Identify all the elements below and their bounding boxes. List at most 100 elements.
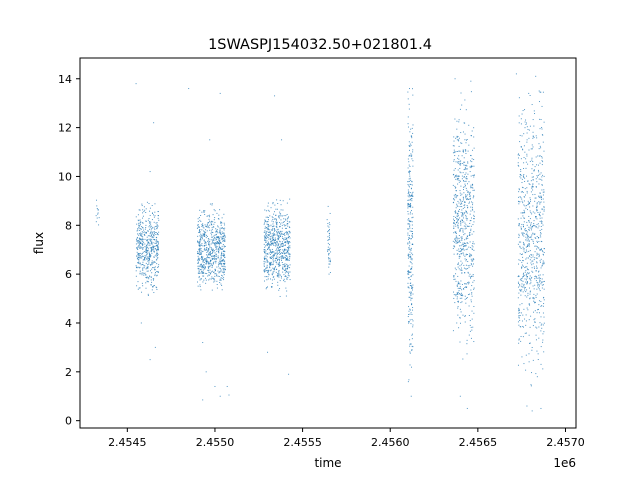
data-point (460, 160, 462, 162)
data-point (139, 225, 141, 227)
data-point (459, 171, 461, 173)
data-point (139, 229, 141, 231)
data-point (204, 235, 205, 237)
data-point (535, 339, 537, 341)
data-point (274, 239, 276, 241)
data-point (327, 246, 329, 248)
data-point (220, 269, 222, 271)
data-point (541, 176, 543, 178)
data-point (518, 309, 520, 311)
data-point (410, 297, 412, 299)
data-point (285, 252, 287, 254)
data-point (467, 271, 469, 273)
data-point (411, 213, 413, 215)
data-point (455, 231, 457, 233)
data-point (454, 199, 456, 201)
data-point (542, 341, 544, 343)
data-point (457, 241, 459, 243)
data-point (517, 276, 519, 278)
data-point (469, 253, 471, 255)
data-point (535, 226, 537, 228)
data-point (543, 261, 545, 263)
data-point (198, 226, 200, 228)
data-point (286, 241, 288, 243)
data-point (288, 373, 290, 375)
data-point (203, 259, 205, 261)
data-point (149, 359, 151, 361)
data-point (453, 218, 455, 220)
data-point (264, 269, 266, 271)
data-point (217, 275, 219, 277)
data-point (152, 231, 154, 233)
data-point (456, 195, 458, 197)
data-point (137, 214, 139, 216)
data-point (457, 287, 459, 289)
data-point (468, 334, 470, 336)
data-point (275, 226, 277, 228)
data-point (223, 250, 225, 252)
data-point (139, 252, 141, 254)
data-point (284, 225, 286, 227)
data-point (468, 181, 470, 183)
data-point (266, 287, 268, 289)
data-point (153, 256, 155, 258)
data-point (454, 78, 456, 80)
data-point (411, 263, 413, 265)
data-point (539, 128, 541, 130)
data-point (138, 253, 140, 255)
data-point (540, 233, 542, 235)
data-point (541, 287, 543, 289)
data-point (198, 231, 200, 233)
data-point (152, 247, 154, 249)
data-point (409, 251, 411, 253)
data-point (280, 235, 282, 237)
data-point (271, 252, 273, 254)
data-point (329, 261, 331, 263)
data-point (540, 197, 542, 199)
data-point (458, 140, 460, 142)
data-point (282, 268, 284, 270)
data-point (139, 262, 141, 264)
data-point (208, 253, 210, 255)
data-point (471, 329, 473, 331)
data-point (408, 185, 410, 187)
data-point (453, 220, 455, 221)
data-point (151, 268, 153, 270)
data-point (465, 268, 467, 270)
data-point (275, 221, 277, 223)
data-point (518, 203, 520, 205)
data-point (456, 217, 458, 219)
y-axis-label: flux (32, 232, 46, 254)
data-point (141, 263, 143, 265)
data-point (139, 257, 141, 259)
data-point (460, 280, 462, 282)
data-point (412, 216, 414, 218)
data-point (285, 259, 287, 261)
data-point (526, 126, 528, 128)
data-point (269, 267, 271, 269)
data-point (142, 236, 144, 238)
data-point (458, 121, 460, 123)
data-point (471, 255, 473, 257)
data-point (223, 260, 225, 262)
data-point (197, 240, 199, 242)
data-point (540, 330, 542, 332)
data-point (454, 185, 456, 187)
data-point (289, 271, 291, 273)
data-point (520, 170, 522, 172)
data-point (472, 275, 474, 277)
data-point (267, 216, 269, 218)
data-point (464, 139, 466, 141)
data-point (456, 203, 458, 205)
data-point (137, 252, 139, 254)
data-point (521, 286, 523, 288)
data-point (272, 217, 274, 219)
data-point (465, 216, 467, 218)
data-point (205, 231, 207, 233)
data-point (286, 250, 288, 252)
data-point (149, 233, 151, 235)
data-point (521, 200, 523, 202)
data-point (286, 232, 288, 234)
data-point (540, 283, 542, 285)
data-point (208, 244, 210, 246)
